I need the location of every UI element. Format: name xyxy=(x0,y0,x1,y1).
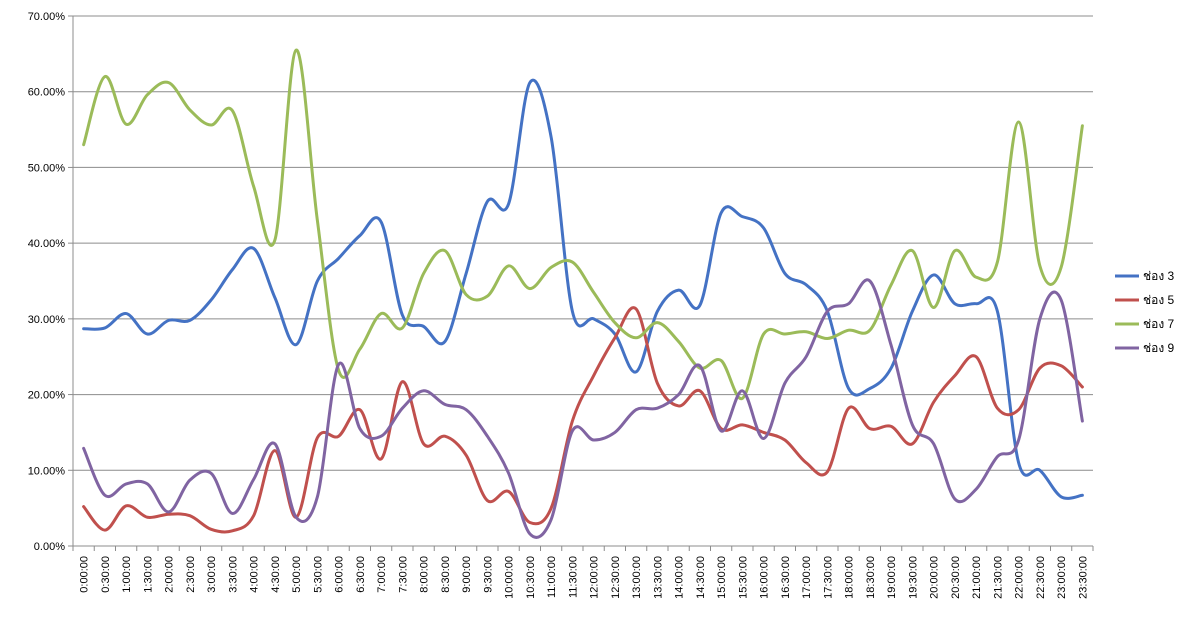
x-tick-label: 17:30:00 xyxy=(822,556,834,599)
x-tick-label: 6:00:00 xyxy=(334,556,346,593)
x-tick-label: 14:00:00 xyxy=(674,556,686,599)
x-tick-label: 18:30:00 xyxy=(865,556,877,599)
x-tick-label: 23:30:00 xyxy=(1077,556,1089,599)
x-tick-label: 8:00:00 xyxy=(419,556,431,593)
x-tick-label: 4:30:00 xyxy=(270,556,282,593)
x-tick-label: 20:30:00 xyxy=(950,556,962,599)
x-tick-label: 10:30:00 xyxy=(525,556,537,599)
legend-label: ช่อง 7 xyxy=(1143,317,1175,331)
legend-label: ช่อง 5 xyxy=(1143,293,1175,307)
x-axis-tick-labels: 0:00:00 0:30:00 1:00:00 1:30:00 2:00:00 2:30:… xyxy=(79,556,1090,599)
x-tick-label: 5:00:00 xyxy=(291,556,303,593)
y-tick-label: 20.00% xyxy=(28,390,66,402)
y-tick-label: 30.00% xyxy=(28,314,66,326)
x-tick-label: 1:00:00 xyxy=(121,556,133,593)
x-tick-label: 10:00:00 xyxy=(504,556,516,599)
y-axis-tick-labels: 0.00% 10.00% 20.00% 30.00% 40.00% 50.00% 60.00… xyxy=(28,11,66,553)
x-tick-label: 11:00:00 xyxy=(546,556,558,598)
x-tick-label: 0:00:00 xyxy=(79,556,91,593)
grid-lines xyxy=(68,15,1093,547)
x-tick-label: 9:00:00 xyxy=(461,556,473,593)
x-tick-label: 19:30:00 xyxy=(907,556,919,599)
x-tick-label: 4:00:00 xyxy=(249,556,261,593)
series-line-2 xyxy=(82,306,1084,534)
x-tick-label: 12:00:00 xyxy=(589,556,601,599)
x-tick-label: 5:30:00 xyxy=(312,556,324,593)
x-tick-label: 7:00:00 xyxy=(376,556,388,593)
x-tick-label: 6:30:00 xyxy=(355,556,367,593)
x-tick-label: 22:30:00 xyxy=(1035,556,1047,599)
x-tick-label: 1:30:00 xyxy=(142,556,154,593)
legend-label: ช่อง 3 xyxy=(1143,269,1175,283)
x-tick-label: 2:30:00 xyxy=(185,556,197,593)
x-tick-label: 14:30:00 xyxy=(695,556,707,599)
x-tick-label: 15:00:00 xyxy=(716,556,728,599)
x-tick-label: 17:00:00 xyxy=(801,556,813,599)
x-tick-label: 2:00:00 xyxy=(164,556,176,593)
series-lines xyxy=(82,48,1084,539)
y-tick-label: 10.00% xyxy=(28,465,66,477)
x-tick-label: 18:00:00 xyxy=(844,556,856,599)
x-tick-label: 22:00:00 xyxy=(1014,556,1026,599)
x-tick-label: 11:30:00 xyxy=(567,556,579,598)
x-tick-label: 21:00:00 xyxy=(971,556,983,599)
x-tick-label: 21:30:00 xyxy=(992,556,1004,599)
x-tick-label: 13:30:00 xyxy=(652,556,664,599)
series-line-4 xyxy=(82,278,1084,539)
legend: ช่อง 3 ช่อง 5 ช่อง 7 ช่อง 9 xyxy=(1115,269,1175,355)
x-tick-label: 16:30:00 xyxy=(780,556,792,599)
axes xyxy=(72,16,1094,551)
x-tick-label: 9:30:00 xyxy=(482,556,494,593)
y-tick-label: 60.00% xyxy=(28,87,66,99)
x-tick-label: 16:00:00 xyxy=(759,556,771,599)
x-tick-label: 7:30:00 xyxy=(397,556,409,593)
x-tick-label: 13:00:00 xyxy=(631,556,643,599)
y-tick-label: 70.00% xyxy=(28,11,66,23)
legend-label: ช่อง 9 xyxy=(1143,341,1175,355)
series-line-3 xyxy=(82,48,1084,400)
x-tick-label: 0:30:00 xyxy=(100,556,112,593)
y-tick-label: 50.00% xyxy=(28,162,66,174)
x-tick-label: 8:30:00 xyxy=(440,556,452,593)
series-line-1 xyxy=(82,78,1084,500)
x-tick-label: 23:00:00 xyxy=(1056,556,1068,599)
x-tick-label: 15:30:00 xyxy=(737,556,749,599)
x-tick-label: 20:00:00 xyxy=(929,556,941,599)
x-tick-label: 12:30:00 xyxy=(610,556,622,599)
y-tick-label: 0.00% xyxy=(34,541,65,553)
x-tick-label: 3:30:00 xyxy=(227,556,239,593)
y-tick-label: 40.00% xyxy=(28,238,66,250)
x-tick-label: 19:00:00 xyxy=(886,556,898,599)
x-tick-label: 3:00:00 xyxy=(206,556,218,593)
